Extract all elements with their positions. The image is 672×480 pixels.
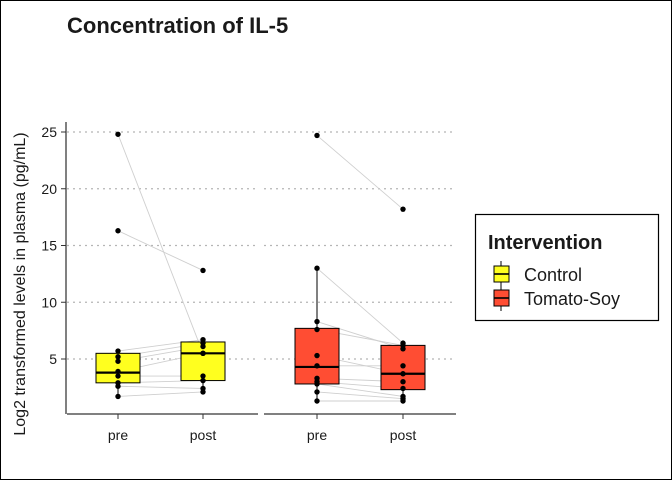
axes: 5 10 15 20 25 pre post pre post <box>41 122 456 443</box>
legend-label-0: Control <box>524 265 582 285</box>
point-pre-panel-1-8 <box>314 381 320 387</box>
y-tick-label-5: 5 <box>49 351 57 367</box>
y-axis-label: Log2 transformed levels in plasma (pg/mL… <box>12 132 29 435</box>
point-pre-panel-1-9 <box>314 389 320 395</box>
subject-line-panel-0-9 <box>117 391 204 397</box>
point-pre-panel-0-8 <box>115 383 121 389</box>
point-post-panel-1-10 <box>400 398 406 404</box>
point-post-panel-0-5 <box>200 350 206 357</box>
point-pre-panel-1-3 <box>314 326 320 333</box>
point-pre-panel-0-5 <box>115 368 121 375</box>
subject-line-panel-0-0 <box>117 134 204 354</box>
data-points <box>115 131 406 404</box>
point-post-panel-1-7 <box>400 385 406 392</box>
x-tick-label-post-panel-1: post <box>390 427 417 443</box>
point-post-panel-1-5 <box>400 363 406 369</box>
point-post-panel-0-6 <box>200 373 206 379</box>
point-pre-panel-0-1 <box>115 228 121 234</box>
point-post-panel-1-3 <box>400 342 406 349</box>
point-pre-panel-1-2 <box>314 318 320 325</box>
legend-label-1: Tomato-Soy <box>524 289 620 309</box>
point-pre-panel-0-3 <box>115 354 121 360</box>
x-tick-label-pre-panel-0: pre <box>108 427 128 443</box>
point-pre-panel-0-2 <box>115 348 121 354</box>
point-pre-panel-0-6 <box>115 373 121 379</box>
y-tick-label-10: 10 <box>41 294 57 310</box>
point-post-panel-0-4 <box>200 343 206 350</box>
point-pre-panel-1-5 <box>314 363 320 369</box>
point-post-panel-1-0 <box>400 206 406 212</box>
point-post-panel-1-6 <box>400 379 406 385</box>
subject-line-panel-1-1 <box>316 267 404 344</box>
chart-title: Concentration of IL-5 <box>67 13 288 38</box>
subject-line-panel-0-1 <box>117 230 204 271</box>
point-post-panel-0-1 <box>200 267 206 274</box>
point-pre-panel-0-0 <box>115 131 121 137</box>
subject-line-panel-1-2 <box>316 321 404 350</box>
point-post-panel-1-4 <box>400 371 406 377</box>
point-pre-panel-1-0 <box>314 132 320 139</box>
subject-line-panel-1-8 <box>316 383 404 397</box>
point-post-panel-0-9 <box>200 389 206 395</box>
y-tick-label-20: 20 <box>41 181 57 197</box>
y-tick-label-25: 25 <box>41 124 57 140</box>
point-pre-panel-0-4 <box>115 358 121 364</box>
legend-entries: Control Tomato-Soy <box>493 261 620 311</box>
point-pre-panel-1-1 <box>314 265 320 271</box>
point-post-panel-0-7 <box>200 377 206 384</box>
x-tick-label-pre-panel-1: pre <box>307 427 327 443</box>
x-tick-label-post-panel-0: post <box>190 427 217 443</box>
subject-line-panel-1-9 <box>316 391 404 400</box>
subject-line-panel-0-8 <box>117 385 204 389</box>
y-tick-label-15: 15 <box>41 238 57 254</box>
subject-line-panel-1-0 <box>316 135 404 210</box>
point-pre-panel-1-10 <box>314 398 320 404</box>
point-pre-panel-0-9 <box>115 393 121 400</box>
legend: Intervention Control Tomato-Soy <box>474 213 660 322</box>
point-pre-panel-1-4 <box>314 352 320 359</box>
legend-title: Intervention <box>488 232 602 254</box>
